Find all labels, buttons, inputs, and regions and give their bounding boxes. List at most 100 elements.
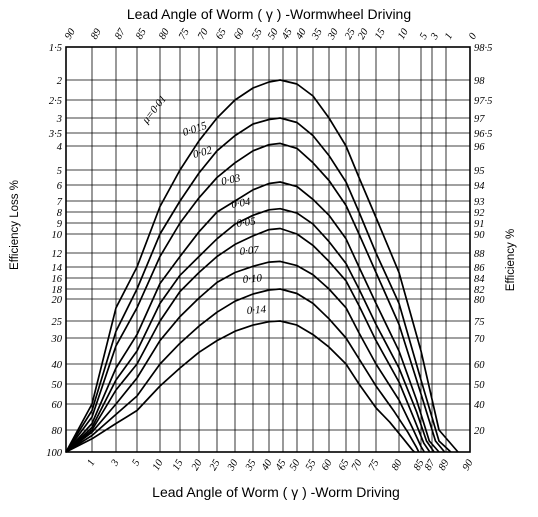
curve-label: 0·05 <box>236 215 257 230</box>
y-left-tick-label: 7 <box>57 197 63 208</box>
x-top-tick-label: 65 <box>214 27 229 42</box>
y-right-tick-label: 60 <box>474 360 485 371</box>
y-left-tick-label: 40 <box>52 360 63 371</box>
plot-frame <box>65 46 471 453</box>
x-top-tick-label: 45 <box>280 27 295 42</box>
y-left-tick-label: 60 <box>52 400 63 411</box>
x-bottom-tick-label: 45 <box>274 458 289 473</box>
y-right-tick-label: 90 <box>474 230 485 241</box>
y-left-tick-label: 2 <box>57 76 63 87</box>
x-bottom-tick-label: 5 <box>130 458 142 468</box>
x-top-tick-label: 60 <box>232 26 247 41</box>
y-left-tick-label: 2·5 <box>49 96 62 107</box>
y-right-tick-label: 50 <box>474 380 485 391</box>
y-right-tick-label: 95 <box>474 166 485 177</box>
x-top-tick-label: 20 <box>356 26 371 41</box>
x-bottom-tick-label: 90 <box>461 457 476 472</box>
x-top-tick-label: 3 <box>429 31 442 42</box>
y-left-tick-label: 100 <box>46 448 63 459</box>
curve-3 <box>65 142 446 453</box>
y-right-tick-label: 97·5 <box>474 96 492 107</box>
x-bottom-tick-label: 50 <box>288 457 303 472</box>
x-top-tick-label: 90 <box>63 26 78 41</box>
x-bottom-tick-label: 80 <box>390 457 405 472</box>
x-bottom-tick-label: 1 <box>85 458 97 468</box>
y-left-tick-label: 6 <box>57 181 63 192</box>
x-bottom-tick-label: 60 <box>320 457 335 472</box>
y-left-tick-label: 3·5 <box>48 129 62 140</box>
y-left-tick-label: 20 <box>52 295 63 306</box>
x-top-tick-label: 35 <box>310 27 325 42</box>
x-top-tick-label: 15 <box>373 27 388 42</box>
x-bottom-tick-label: 15 <box>171 458 186 473</box>
y-left-tick-label: 18 <box>52 285 63 296</box>
x-bottom-tick-label: 85 <box>412 458 427 473</box>
x-bottom-tick-label: 3 <box>109 458 122 469</box>
y-right-tick-label: 70 <box>474 334 485 345</box>
x-top-tick-label: 1 <box>443 31 455 41</box>
y-left-tick-label: 12 <box>52 249 63 260</box>
y-left-tick-label: 3 <box>56 114 62 125</box>
x-bottom-tick-label: 87 <box>423 457 438 472</box>
x-top-tick-label: 10 <box>396 26 411 41</box>
x-top-tick-label: 25 <box>343 27 358 42</box>
x-bottom-tick-label: 30 <box>225 457 241 473</box>
curve-label: 0·14 <box>246 304 267 317</box>
y-right-tick-label: 97 <box>474 114 485 125</box>
x-top-tick-label: 55 <box>250 27 265 42</box>
x-top-tick-label: 50 <box>266 26 281 41</box>
x-bottom-tick-label: 10 <box>151 457 166 472</box>
y-right-tick-label: 96·5 <box>474 129 492 140</box>
y-left-tick-label: 10 <box>52 230 63 241</box>
x-top-tick-label: 5 <box>418 31 430 41</box>
right-axis-title: Efficiency % <box>505 229 517 291</box>
y-right-tick-label: 96 <box>474 142 485 153</box>
x-top-tick-label: 75 <box>177 27 192 42</box>
curve-label: 0·10 <box>242 272 263 286</box>
curve-8 <box>65 288 420 453</box>
x-bottom-tick-label: 40 <box>260 457 275 472</box>
curve-9 <box>65 320 416 453</box>
y-right-tick-label: 92 <box>474 208 485 219</box>
y-right-tick-label: 98·5 <box>474 43 492 54</box>
curve-4 <box>65 181 440 453</box>
x-bottom-tick-label: 20 <box>190 457 205 472</box>
y-right-tick-label: 93 <box>474 197 485 208</box>
curve-label: μ=0·01 <box>139 93 169 127</box>
curve-5 <box>65 207 435 453</box>
y-right-tick-label: 82 <box>474 285 485 296</box>
x-bottom-tick-label: 75 <box>367 458 382 473</box>
x-bottom-tick-label: 25 <box>208 458 223 473</box>
curve-label: 0·07 <box>239 244 260 258</box>
x-bottom-tick-label: 55 <box>304 458 319 473</box>
y-right-tick-label: 94 <box>474 181 485 192</box>
x-top-tick-label: 0 <box>467 31 480 42</box>
y-right-tick-label: 86 <box>474 263 485 274</box>
y-left-tick-label: 25 <box>52 317 63 328</box>
y-right-tick-label: 88 <box>474 249 485 260</box>
y-left-tick-label: 1·5 <box>49 43 62 54</box>
y-right-tick-label: 20 <box>474 426 485 437</box>
y-left-tick-label: 80 <box>52 426 63 437</box>
curve-label: 0·04 <box>230 196 252 211</box>
y-right-tick-label: 75 <box>474 317 485 328</box>
efficiency-curves: μ=0·01 0·015 0·02 0·03 0·04 0·05 0·07 0·10 0·14 <box>65 79 459 453</box>
y-right-tick-label: 98 <box>474 76 485 87</box>
y-right-tick-label: 80 <box>474 295 485 306</box>
y-left-tick-label: 14 <box>52 263 63 274</box>
y-left-tick-label: 30 <box>51 334 63 345</box>
left-axis-title: Efficiency Loss % <box>9 180 21 270</box>
x-top-tick-label: 30 <box>326 26 342 42</box>
top-axis-title: Lead Angle of Worm ( γ ) -Wormwheel Driv… <box>127 6 411 22</box>
x-bottom-tick-label: 65 <box>337 458 352 473</box>
curve-6 <box>65 227 431 453</box>
y-left-tick-label: 8 <box>57 208 63 219</box>
x-bottom-tick-label: 35 <box>243 458 258 473</box>
curve-label: 0·02 <box>192 144 214 161</box>
x-bottom-tick-label: 70 <box>350 457 365 472</box>
curve-7 <box>65 260 426 453</box>
x-top-tick-label: 87 <box>113 26 128 41</box>
x-top-tick-label: 85 <box>134 27 149 42</box>
x-top-tick-label: 80 <box>157 26 172 41</box>
